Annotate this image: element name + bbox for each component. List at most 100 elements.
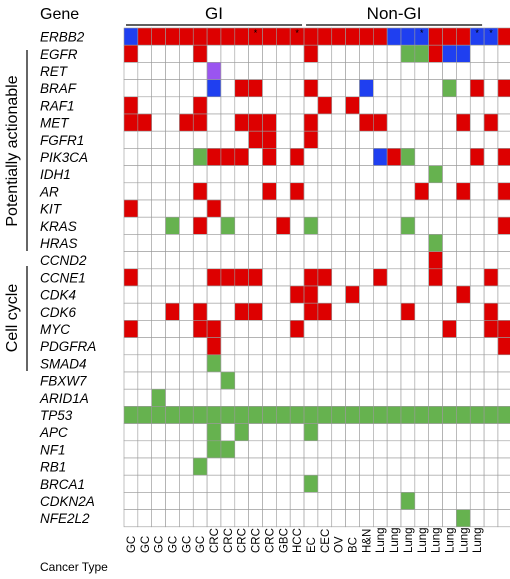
cell-pik3ca-0 bbox=[123, 148, 139, 166]
cell-nf1-15 bbox=[331, 440, 346, 459]
cell-myc-14 bbox=[317, 320, 333, 338]
cell-apc-21 bbox=[414, 423, 430, 442]
cell-pik3ca-25 bbox=[469, 148, 485, 166]
cell-cdk4-15 bbox=[331, 285, 346, 304]
cell-fbxw7-23 bbox=[442, 371, 457, 390]
cell-myc-10 bbox=[262, 320, 277, 338]
cell-kit-7 bbox=[220, 199, 236, 218]
cell-cdk6-7 bbox=[220, 302, 236, 321]
cell-pik3ca-13 bbox=[303, 148, 319, 166]
cell-hras-11 bbox=[276, 234, 291, 252]
cell-idh1-2 bbox=[151, 165, 166, 184]
cell-raf1-8 bbox=[234, 96, 249, 115]
cell-arid1a-6 bbox=[206, 388, 222, 407]
cell-smad4-4 bbox=[179, 354, 194, 373]
gene-label-met: MET bbox=[40, 116, 70, 131]
cell-hras-25 bbox=[469, 234, 485, 252]
cell-kras-9 bbox=[248, 216, 263, 235]
cell-pdgfra-1 bbox=[137, 337, 153, 356]
cancer-type-label: Lung bbox=[375, 527, 387, 553]
cell-fgfr1-27 bbox=[497, 130, 510, 149]
cell-met-17 bbox=[359, 113, 374, 132]
cell-ret-14 bbox=[317, 62, 333, 80]
cell-kras-2 bbox=[151, 216, 166, 235]
cell-kras-13 bbox=[303, 216, 319, 235]
cell-raf1-12 bbox=[289, 96, 305, 115]
cell-egfr-1 bbox=[137, 44, 153, 63]
cell-kras-17 bbox=[359, 216, 374, 235]
cell-rb1-0 bbox=[123, 457, 139, 476]
cell-pdgfra-8 bbox=[234, 337, 249, 356]
cell-cdkn2a-5 bbox=[192, 492, 208, 510]
cell-egfr-18 bbox=[372, 44, 388, 63]
cell-pdgfra-20 bbox=[400, 337, 416, 356]
cell-braf-14 bbox=[317, 79, 333, 98]
cell-ret-10 bbox=[262, 62, 277, 80]
cell-ccne1-23 bbox=[442, 268, 457, 287]
gene-label-cdk4: CDK4 bbox=[40, 288, 76, 303]
cell-ar-23 bbox=[442, 182, 457, 201]
cell-nf1-12 bbox=[289, 440, 305, 459]
cancer-type-label: CRC bbox=[223, 528, 235, 553]
cell-ar-14 bbox=[317, 182, 333, 201]
cell-hras-9 bbox=[248, 234, 263, 252]
cell-smad4-8 bbox=[234, 354, 249, 373]
cell-arid1a-21 bbox=[414, 388, 430, 407]
cell-ar-6 bbox=[206, 182, 222, 201]
cell-myc-8 bbox=[234, 320, 249, 338]
cell-cdk4-7 bbox=[220, 285, 236, 304]
gene-label-pdgfra: PDGFRA bbox=[40, 339, 96, 354]
cell-cdk4-6 bbox=[206, 285, 222, 304]
gene-labels: ERBB2 EGFR RET BRAF RAF1 MET FGFR1 PIK3CA IDH1 AR… bbox=[39, 30, 96, 527]
cell-ccnd2-4 bbox=[179, 251, 194, 270]
cell-rb1-13 bbox=[303, 457, 319, 476]
cell-apc-6 bbox=[206, 423, 222, 442]
cancer-type-label: Lung bbox=[403, 527, 415, 553]
cell-tp53-24 bbox=[456, 406, 471, 424]
cell-cdkn2a-26 bbox=[483, 492, 499, 510]
cell-ccnd2-2 bbox=[151, 251, 166, 270]
cell-egfr-9 bbox=[248, 44, 263, 63]
cancer-type-label: Lung bbox=[431, 527, 443, 553]
cell-nfe2l2-20 bbox=[400, 509, 416, 528]
cell-cdk4-19 bbox=[386, 285, 402, 304]
cell-ret-17 bbox=[359, 62, 374, 80]
cell-met-7 bbox=[220, 113, 236, 132]
cell-erbb2-2 bbox=[151, 27, 166, 46]
cell-smad4-13 bbox=[303, 354, 319, 373]
cell-cdk6-13 bbox=[303, 302, 319, 321]
cell-kras-4 bbox=[179, 216, 194, 235]
cell-rb1-8 bbox=[234, 457, 249, 476]
cell-apc-13 bbox=[303, 423, 319, 442]
cell-idh1-25 bbox=[469, 165, 485, 184]
cell-fgfr1-22 bbox=[428, 130, 443, 149]
cell-kit-15 bbox=[331, 199, 346, 218]
cell-nfe2l2-11 bbox=[276, 509, 291, 528]
cell-cdk4-14 bbox=[317, 285, 333, 304]
cell-brca1-7 bbox=[220, 474, 236, 493]
cell-hras-17 bbox=[359, 234, 374, 252]
cell-kit-21 bbox=[414, 199, 430, 218]
cell-arid1a-17 bbox=[359, 388, 374, 407]
gene-label-arid1a: ARID1A bbox=[39, 391, 89, 406]
cell-ccne1-8 bbox=[234, 268, 249, 287]
cell-fbxw7-2 bbox=[151, 371, 166, 390]
cell-myc-19 bbox=[386, 320, 402, 338]
cell-tp53-11 bbox=[276, 406, 291, 424]
cell-pik3ca-1 bbox=[137, 148, 153, 166]
cell-raf1-11 bbox=[276, 96, 291, 115]
cell-ccnd2-12 bbox=[289, 251, 305, 270]
cell-cdk6-10 bbox=[262, 302, 277, 321]
cell-cdkn2a-9 bbox=[248, 492, 263, 510]
cell-nfe2l2-19 bbox=[386, 509, 402, 528]
cell-kras-1 bbox=[137, 216, 153, 235]
cell-erbb2-27 bbox=[497, 27, 510, 46]
cell-cdk4-22 bbox=[428, 285, 443, 304]
cell-ccnd2-13 bbox=[303, 251, 319, 270]
cell-cdk6-1 bbox=[137, 302, 153, 321]
cell-erbb2-16 bbox=[345, 27, 360, 46]
cancer-type-label: GC bbox=[140, 536, 152, 553]
cell-cdkn2a-16 bbox=[345, 492, 360, 510]
cell-erbb2-4 bbox=[179, 27, 194, 46]
cell-ar-4 bbox=[179, 182, 194, 201]
